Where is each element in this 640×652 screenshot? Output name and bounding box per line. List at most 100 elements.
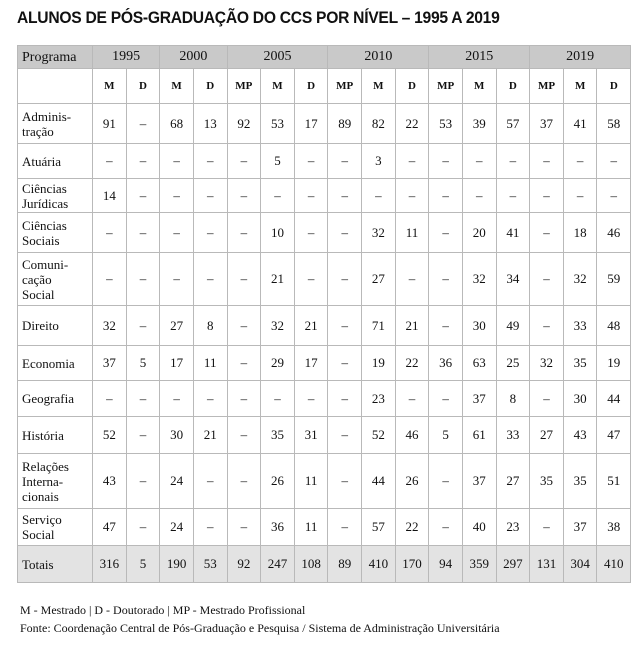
cell: – [125, 380, 161, 417]
cell: – [428, 212, 463, 253]
label-line: Comuni- [22, 256, 69, 272]
cell: – [562, 178, 598, 213]
cell: 44 [596, 380, 632, 417]
label-line: Relações [22, 458, 69, 474]
cell: 5 [125, 345, 161, 381]
label-line: Interna- [22, 473, 64, 489]
empty-cell [17, 68, 93, 104]
cell: – [327, 416, 363, 454]
cell: 59 [596, 252, 632, 306]
cell: – [226, 178, 262, 213]
cell: 297 [495, 545, 531, 583]
row-label: Atuária [17, 143, 93, 179]
cell: – [226, 143, 262, 179]
data-row: Geografia – – – – – – – –23– –37 8–30 44 [17, 380, 632, 417]
cell: – [192, 508, 228, 546]
cell: – [125, 143, 161, 179]
label-line: Geografia [22, 391, 74, 406]
row-label: Serviço Social [17, 508, 93, 546]
cell: – [260, 178, 295, 213]
cell: 27 [159, 305, 194, 346]
subheader-row: M D M D MP M D MP M D MP M D MP M D [17, 68, 632, 104]
level-header: MP [428, 68, 463, 104]
level-header: D [394, 68, 430, 104]
cell: – [293, 252, 329, 306]
label-line: cionais [22, 488, 59, 504]
year-header: 2019 [529, 45, 632, 69]
legend-note: M - Mestrado | D - Doutorado | MP - Mest… [20, 603, 306, 617]
cell: 53 [428, 103, 463, 144]
label-line: Ciências [22, 180, 67, 196]
cell: – [125, 103, 161, 144]
row-label: Relações Interna-cionais [17, 453, 93, 509]
cell: – [159, 380, 194, 417]
cell: – [596, 143, 632, 179]
data-row: Economia 37 5 17 11–29 17–19 22 36 63 25 32 35 19 [17, 345, 632, 381]
cell: 35 [562, 345, 598, 381]
cell: 27 [361, 252, 396, 306]
title: ALUNOS DE PÓS-GRADUAÇÃO DO CCS POR NÍVEL… [17, 8, 500, 27]
cell: – [428, 305, 463, 346]
cell: 37 [92, 345, 127, 381]
cell: 32 [562, 252, 598, 306]
cell: 359 [461, 545, 497, 583]
cell: – [226, 416, 262, 454]
cell: – [125, 178, 161, 213]
cell: – [226, 380, 262, 417]
cell: 8 [495, 380, 531, 417]
cell: 21 [293, 305, 329, 346]
cell: 316 [92, 545, 127, 583]
cell: – [562, 143, 598, 179]
cell: 304 [562, 545, 598, 583]
header-row: Programa 1995 2000 2005 2010 2015 2019 [17, 45, 632, 69]
cell: 5 [125, 545, 161, 583]
year-header: 2000 [159, 45, 228, 69]
cell: – [192, 212, 228, 253]
cell: 37 [562, 508, 598, 546]
cell: – [125, 305, 161, 346]
cell: – [125, 508, 161, 546]
year-header: 2010 [327, 45, 430, 69]
cell: 49 [495, 305, 531, 346]
cell: 46 [394, 416, 430, 454]
data-row: Atuária – – – – –5– –3– – – – – – – [17, 143, 632, 179]
level-header: D [495, 68, 531, 104]
cell: 32 [361, 212, 396, 253]
cell: – [226, 212, 262, 253]
cell: 11 [394, 212, 430, 253]
cell: 22 [394, 508, 430, 546]
cell: – [461, 178, 497, 213]
cell: 43 [562, 416, 598, 454]
cell: 25 [495, 345, 531, 381]
data-row: História 52–30 21–35 31–52 46 5 61 33 27 43 47 [17, 416, 632, 454]
cell: 53 [192, 545, 228, 583]
cell: 41 [495, 212, 531, 253]
cell: 57 [495, 103, 531, 144]
cell: 170 [394, 545, 430, 583]
cell: – [428, 143, 463, 179]
level-header: D [596, 68, 632, 104]
cell: – [428, 508, 463, 546]
row-label: Adminis-tração [17, 103, 93, 144]
cell: 10 [260, 212, 295, 253]
cell: – [159, 212, 194, 253]
cell: – [192, 178, 228, 213]
cell: 410 [361, 545, 396, 583]
cell: – [529, 143, 564, 179]
cell: 61 [461, 416, 497, 454]
cell: 30 [562, 380, 598, 417]
cell: 32 [529, 345, 564, 381]
cell: – [226, 252, 262, 306]
cell: – [428, 252, 463, 306]
cell: 63 [461, 345, 497, 381]
cell: – [596, 178, 632, 213]
cell: 57 [361, 508, 396, 546]
data-table: Programa 1995 2000 2005 2010 2015 2019 M D M D MP M D… [17, 45, 632, 583]
label-line: Jurídicas [22, 195, 69, 211]
cell: 23 [361, 380, 396, 417]
cell: 18 [562, 212, 598, 253]
level-header: MP [327, 68, 363, 104]
label-line: Serviço [22, 512, 62, 527]
cell: – [327, 178, 363, 213]
